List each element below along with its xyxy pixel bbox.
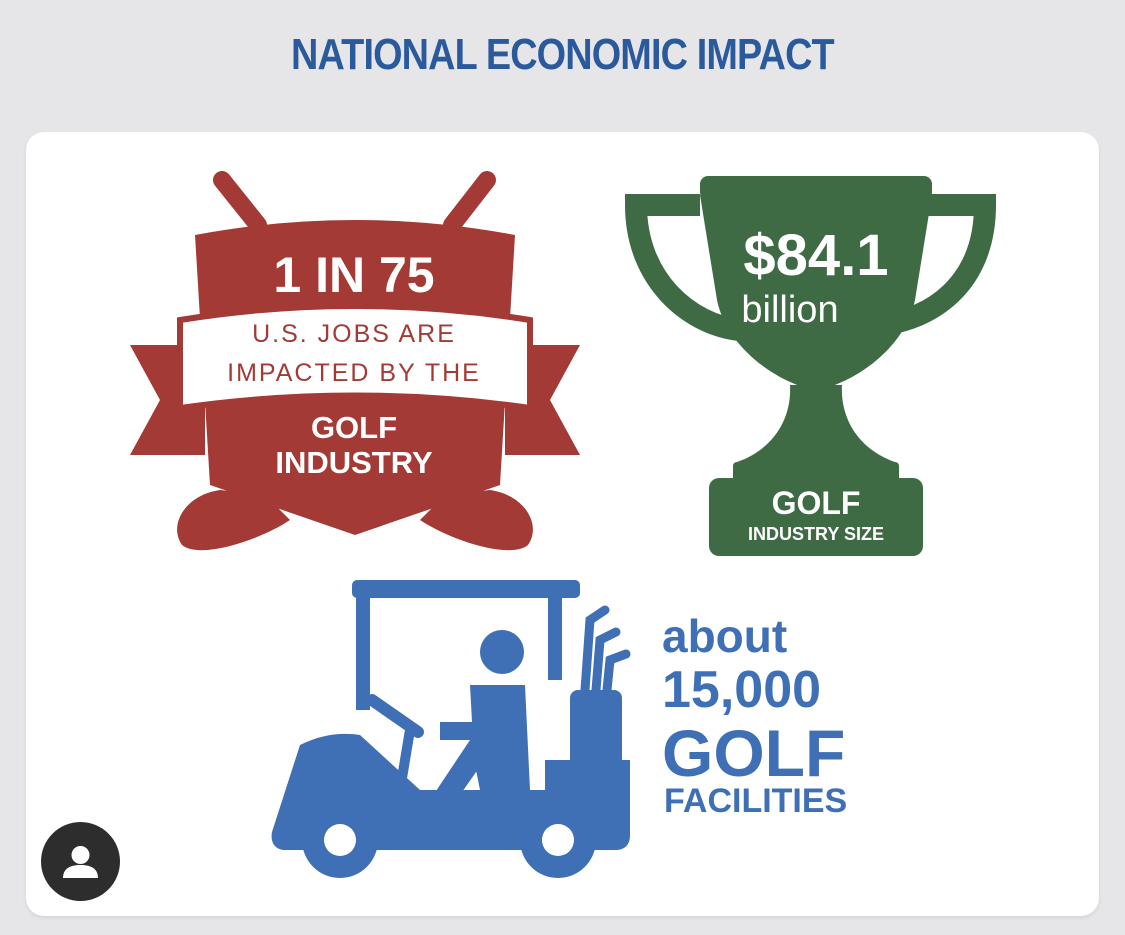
page-title: NATIONAL ECONOMIC IMPACT bbox=[291, 30, 835, 79]
jobs-line-1: U.S. JOBS ARE bbox=[252, 320, 456, 348]
facilities-line-4: FACILITIES bbox=[664, 782, 847, 820]
trophy-icon bbox=[624, 176, 997, 556]
facilities-line-1: about bbox=[662, 610, 787, 662]
jobs-line-3: GOLF bbox=[311, 410, 397, 445]
trophy-label-2: INDUSTRY SIZE bbox=[748, 524, 884, 544]
jobs-line-4: INDUSTRY bbox=[275, 445, 433, 480]
jobs-line-2: IMPACTED BY THE bbox=[227, 359, 481, 387]
trophy-label-1: GOLF bbox=[772, 485, 861, 521]
golf-crest-icon bbox=[130, 171, 580, 551]
trophy-unit: billion bbox=[741, 289, 838, 331]
jobs-ratio: 1 IN 75 bbox=[273, 247, 434, 303]
user-avatar-icon[interactable] bbox=[41, 822, 120, 901]
facilities-line-2: 15,000 bbox=[662, 661, 821, 719]
facilities-line-3: GOLF bbox=[662, 716, 845, 790]
trophy-amount: $84.1 bbox=[743, 223, 888, 288]
